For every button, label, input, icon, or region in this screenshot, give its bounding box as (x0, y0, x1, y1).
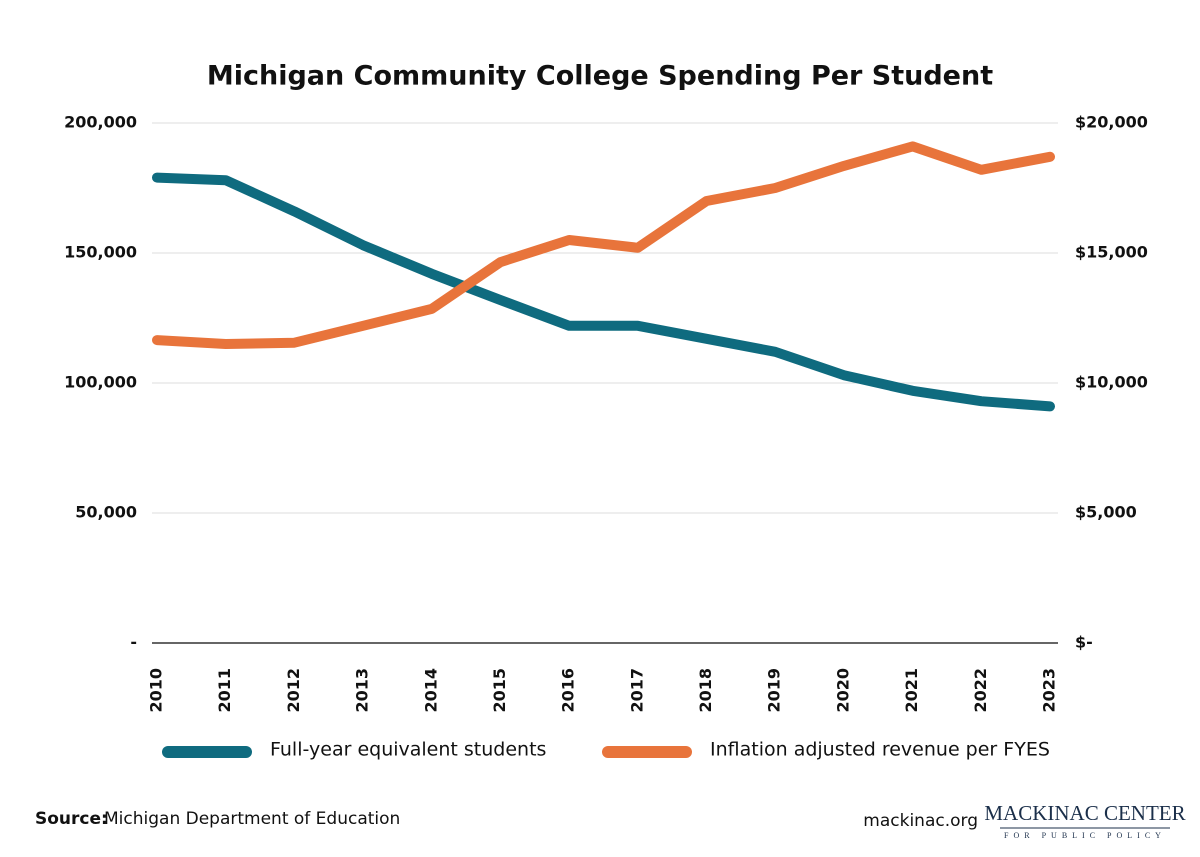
x-tick-label: 2022 (971, 668, 990, 713)
y-tick-label: - (130, 633, 137, 652)
y-tick-label: 150,000 (64, 243, 137, 262)
logo-name: MACKINAC CENTER (984, 801, 1185, 825)
x-tick-label: 2012 (284, 668, 303, 713)
series-line (152, 141, 1055, 349)
x-tick-label: 2016 (559, 668, 578, 713)
y2-tick-label: $- (1075, 633, 1093, 652)
x-tick-label: 2011 (215, 668, 234, 713)
y2-tick-label: $10,000 (1075, 373, 1148, 392)
source: Michigan Department of Education (104, 809, 400, 829)
logo-tagline: FOR PUBLIC POLICY (1004, 831, 1166, 840)
y-tick-label: 100,000 (64, 373, 137, 392)
y-tick-label: 200,000 (64, 113, 137, 132)
chart-title: Michigan Community College Spending Per … (207, 61, 993, 92)
website: mackinac.org (863, 811, 978, 831)
legend-label: Inflation adjusted revenue per FYES (710, 739, 1050, 761)
x-tick-label: 2015 (490, 668, 509, 713)
x-tick-label: 2023 (1040, 668, 1059, 713)
x-tick-label: 2017 (627, 668, 646, 713)
series-line (152, 172, 1055, 412)
x-tick-label: 2021 (902, 668, 921, 713)
x-tick-label: 2020 (833, 668, 852, 713)
y2-tick-label: $15,000 (1075, 243, 1148, 262)
x-tick-label: 2010 (147, 668, 166, 713)
x-tick-label: 2019 (765, 668, 784, 713)
legend-label: Full-year equivalent students (270, 739, 546, 761)
x-tick-label: 2018 (696, 668, 715, 713)
x-tick-label: 2014 (421, 668, 440, 713)
source-label: Source: (35, 809, 108, 829)
y-tick-label: 50,000 (75, 503, 137, 522)
x-tick-label: 2013 (353, 668, 372, 713)
y2-tick-label: $20,000 (1075, 113, 1148, 132)
y2-tick-label: $5,000 (1075, 503, 1137, 522)
